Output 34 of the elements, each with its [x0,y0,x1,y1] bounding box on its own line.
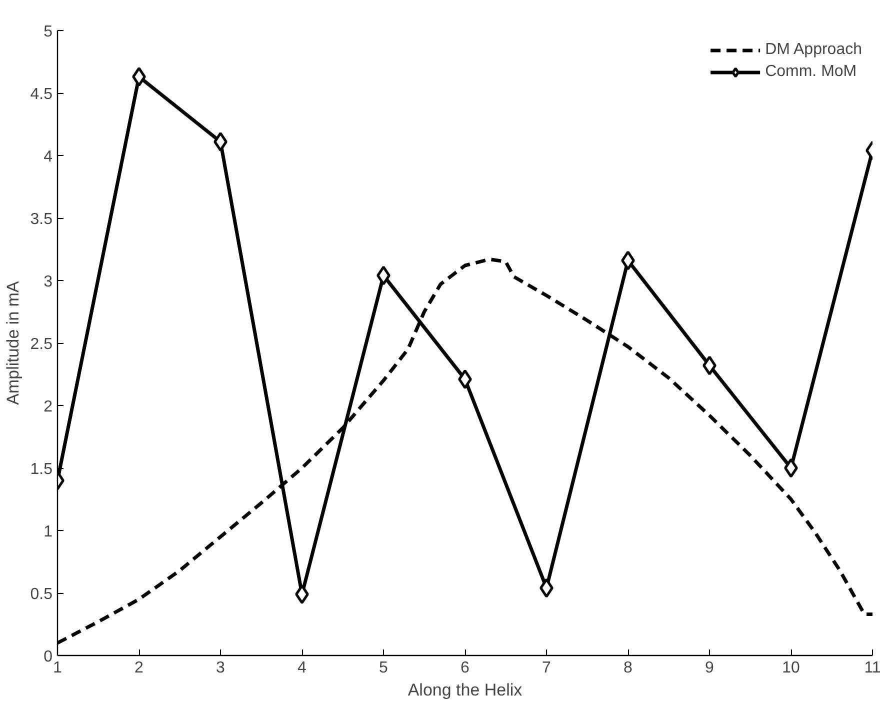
y-tick-label: 2.5 [30,336,53,353]
x-tick-label: 9 [705,660,714,676]
point [784,458,798,478]
y-tick-label: 1.5 [30,461,53,478]
y-tick-label: 0 [44,648,53,666]
x-tick-label: 8 [624,660,633,676]
point [540,578,554,598]
y-tick-label: 3 [44,274,53,290]
x-tick-label: 3 [216,660,226,676]
y-tick-label: 1 [44,524,53,540]
y-tick-label: 5 [44,24,53,40]
x-axis-title: Along the Helix [408,680,523,700]
point [132,67,146,86]
y-tick-label: 3.5 [30,211,53,228]
x-tick-label: 5 [379,660,388,676]
y-tick-label: 0.5 [30,586,53,603]
point [702,356,716,376]
point [295,584,309,604]
y-tick-label: 2 [44,398,53,416]
x-tick-label: 7 [542,660,552,676]
legend-label: DM Approach [765,41,862,59]
x-tick-label: 6 [460,660,470,676]
point [621,250,635,270]
y-tick-label: 4 [44,148,53,166]
x-tick-label: 10 [782,660,800,676]
y-tick-label: 4.5 [30,86,53,103]
point [214,132,228,152]
x-tick-label: 4 [298,660,307,676]
point [458,370,472,389]
x-tick-label: 2 [134,660,144,676]
legend-label: Comm. MoM [765,63,857,81]
y-axis-title: Amplitude in mA [3,280,22,405]
x-tick-label: 11 [864,660,881,676]
point [376,266,390,286]
